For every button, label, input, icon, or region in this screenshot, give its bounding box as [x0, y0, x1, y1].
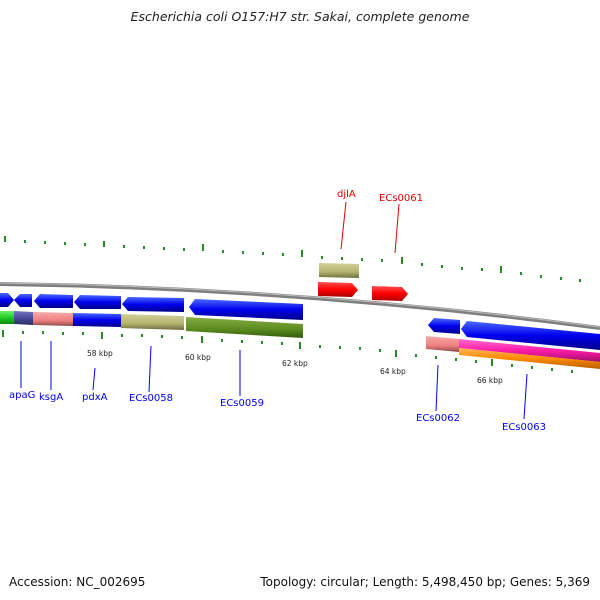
- forward-strand-features: [0, 293, 600, 369]
- gene-ECs0058[interactable]: [121, 314, 184, 330]
- cds-apaG[interactable]: [14, 294, 32, 307]
- label-ECs0063[interactable]: ECs0063: [502, 422, 546, 433]
- cds-ECs0063[interactable]: [461, 321, 600, 350]
- forward-labels: apaG ksgA pdxA ECs0058 ECs0059 ECs0062 E…: [9, 390, 546, 433]
- gene-ECs0063[interactable]: [459, 339, 600, 362]
- genome-title: Escherichia coli O157:H7 str. Sakai, com…: [130, 9, 470, 24]
- label-ECs0061[interactable]: ECs0061: [379, 193, 423, 204]
- gene-ksgA[interactable]: [14, 311, 33, 325]
- kbp-label: 60 kbp: [185, 353, 211, 362]
- gene-djlA[interactable]: [319, 263, 359, 278]
- label-ECs0058[interactable]: ECs0058: [129, 393, 173, 404]
- kbp-label: 64 kbp: [380, 367, 406, 376]
- label-apaG[interactable]: apaG: [9, 390, 35, 401]
- kbp-label: 62 kbp: [282, 359, 308, 368]
- genome-stats-text: Topology: circular; Length: 5,498,450 bp…: [260, 575, 590, 589]
- kbp-label: 58 kbp: [87, 349, 113, 358]
- reverse-strand-features: [318, 263, 408, 301]
- reverse-labels: djlA ECs0061: [337, 189, 423, 204]
- gene-pdxA[interactable]: [33, 312, 73, 326]
- cds-pdxA[interactable]: [74, 295, 121, 309]
- label-pdxA[interactable]: pdxA: [82, 392, 108, 403]
- cds-ksgA[interactable]: [34, 294, 73, 308]
- kbp-scale-labels: 58 kbp 60 kbp 62 kbp 64 kbp 66 kbp: [87, 349, 503, 385]
- accession-text: Accession: NC_002695: [9, 575, 146, 589]
- cds-ECs0061[interactable]: [372, 286, 408, 301]
- label-ksgA[interactable]: ksgA: [39, 392, 63, 403]
- gene-ECs0063-b[interactable]: [459, 348, 600, 369]
- cds-djlA[interactable]: [318, 282, 358, 297]
- label-djlA[interactable]: djlA: [337, 189, 356, 200]
- gene-apaG[interactable]: [0, 311, 14, 324]
- gene-ECs0059[interactable]: [186, 317, 303, 338]
- label-ECs0059[interactable]: ECs0059: [220, 398, 264, 409]
- forward-label-leaders: [20, 341, 528, 420]
- cds-ECs0062[interactable]: [428, 318, 460, 334]
- gene-ECs0062[interactable]: [426, 336, 459, 352]
- kbp-label: 66 kbp: [477, 376, 503, 385]
- label-ECs0062[interactable]: ECs0062: [416, 413, 460, 424]
- cds-ECs0059[interactable]: [189, 299, 303, 320]
- reverse-label-leaders: [340, 201, 400, 254]
- outer-tick-row: [4, 236, 581, 282]
- inner-tick-row: [2, 330, 573, 373]
- cds-apaG-left[interactable]: [0, 293, 14, 307]
- gene-ECs0058-left[interactable]: [73, 313, 121, 327]
- genome-backbone: [0, 282, 600, 330]
- cds-ECs0058[interactable]: [122, 297, 184, 312]
